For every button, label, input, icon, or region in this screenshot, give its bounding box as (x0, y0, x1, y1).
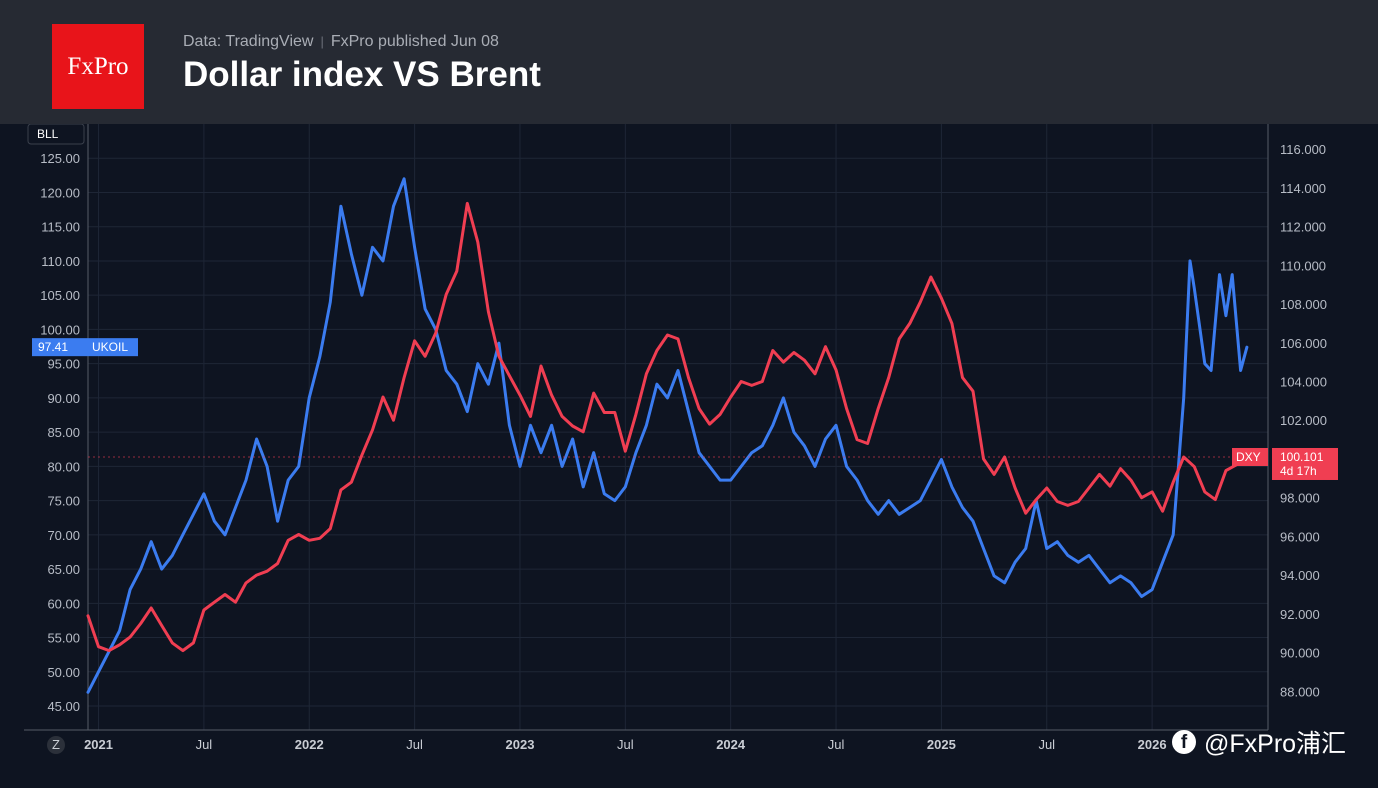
left-tick-label: 105.00 (40, 288, 80, 303)
left-tick-label: 65.00 (47, 562, 80, 577)
left-tick-label: 100.00 (40, 322, 80, 337)
left-tick-label: 120.00 (40, 185, 80, 200)
right-tick-label: 104.000 (1280, 375, 1327, 390)
x-tick-label: 2023 (506, 737, 535, 752)
right-tick-label: 112.000 (1280, 220, 1326, 235)
last-value-badge (32, 338, 138, 357)
series-name-badge (1232, 447, 1268, 466)
grid-lines (88, 124, 1268, 730)
left-tick-label: 60.00 (47, 596, 80, 611)
series-line-ukoil (86, 177, 1249, 694)
right-tick-label: 88.000 (1280, 684, 1320, 699)
data-source: Data: TradingView (183, 33, 314, 50)
subtitle-separator: | (320, 34, 324, 49)
series-line-dxy (86, 201, 1249, 653)
chart-header: FxPro Data: TradingView | FxPro published … (0, 0, 1378, 124)
left-tick-label: 50.00 (47, 665, 80, 680)
x-tick-label: Jul (828, 737, 845, 752)
left-unit-label: BLL (37, 127, 59, 141)
left-tick-label: 85.00 (47, 425, 80, 440)
left-tick-label: 80.00 (47, 459, 80, 474)
right-tick-label: 110.000 (1280, 258, 1326, 273)
chart-title: Dollar index VS Brent (183, 55, 541, 94)
right-tick-label: 114.000 (1280, 181, 1326, 196)
watermark-text: @FxPro浦汇 (1204, 730, 1347, 758)
last-value-label: 100.101 (1280, 450, 1324, 464)
x-tick-label: 2022 (295, 737, 324, 752)
published-date: FxPro published Jun 08 (330, 33, 499, 50)
left-tick-label: 55.00 (47, 631, 80, 646)
axes: BLL Z (24, 124, 1269, 754)
x-tick-label: Jul (617, 737, 634, 752)
left-tick-label: 110.00 (41, 254, 80, 269)
left-unit-box (27, 124, 85, 145)
right-tick-label: 108.000 (1280, 297, 1327, 312)
left-tick-label: 90.00 (47, 391, 80, 406)
left-tick-label: 45.00 (47, 699, 80, 714)
left-tick-label: 115.00 (41, 220, 80, 235)
right-tick-label: 106.000 (1280, 336, 1327, 351)
series-lines (86, 177, 1268, 694)
x-tick-label: 2026 (1138, 737, 1167, 752)
fxpro-logo: FxPro (52, 24, 144, 109)
last-value-badge (1272, 447, 1338, 480)
corner-badge (47, 736, 65, 754)
x-tick-label: Jul (406, 737, 423, 752)
chart-area[interactable]: BLL Z 45.00 50.00 55.00 60.00 65.00 70.00 75.00… (0, 124, 1378, 788)
left-axis-ticks: 45.00 50.00 55.00 60.00 65.00 70.00 75.00 80.00… (40, 151, 80, 714)
countdown-label: 4d 17h (1280, 464, 1317, 478)
series-name-label: UKOIL (92, 340, 128, 354)
logo-text: FxPro (67, 52, 129, 80)
x-tick-label: 2025 (927, 737, 956, 752)
right-axis-ticks: 88.000 90.000 92.000 94.000 96.000 98.000 100.… (1280, 142, 1327, 699)
x-axis-ticks: 2021 Jul 2022 Jul 2023 Jul 2024 Jul 2025 Jul 2026 (84, 737, 1166, 752)
chart-subtitle: Data: TradingView | FxPro published Jun 08 (183, 33, 499, 51)
last-value-label: 97.41 (38, 340, 68, 354)
right-tick-label: 92.000 (1280, 607, 1320, 622)
right-tick-label: 94.000 (1280, 568, 1320, 583)
left-tick-label: 75.00 (47, 494, 80, 509)
left-tick-label: 125.00 (40, 151, 80, 166)
facebook-icon: f (1172, 730, 1196, 754)
x-tick-label: Jul (1038, 737, 1055, 752)
x-tick-label: 2024 (716, 737, 746, 752)
left-tick-label: 70.00 (47, 528, 80, 543)
watermark: f @FxPro浦汇 (1172, 724, 1346, 760)
series-name-label: DXY (1236, 450, 1261, 464)
right-tick-label: 102.000 (1280, 413, 1327, 428)
right-tick-label: 116.000 (1280, 142, 1326, 157)
right-tick-label: 98.000 (1280, 491, 1320, 506)
corner-label: Z (52, 737, 60, 752)
x-tick-label: Jul (196, 737, 213, 752)
x-tick-label: 2021 (84, 737, 113, 752)
right-tick-label: 96.000 (1280, 529, 1320, 544)
left-tick-label: 95.00 (47, 357, 80, 372)
right-tick-label: 90.000 (1280, 646, 1320, 661)
